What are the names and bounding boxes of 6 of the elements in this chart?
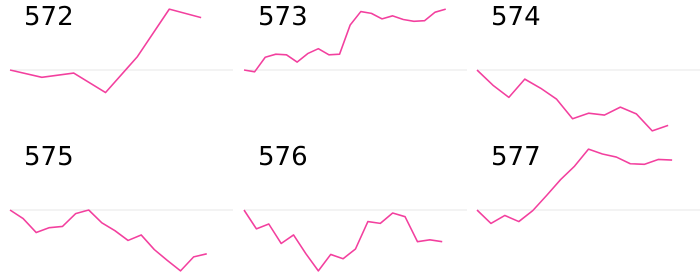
chart-title: 574 (491, 2, 541, 32)
chart-title: 572 (24, 2, 74, 32)
chart-title: 575 (24, 142, 74, 172)
chart-title: 573 (258, 2, 308, 32)
chart-title: 576 (258, 142, 308, 172)
chart-title: 577 (491, 142, 541, 172)
